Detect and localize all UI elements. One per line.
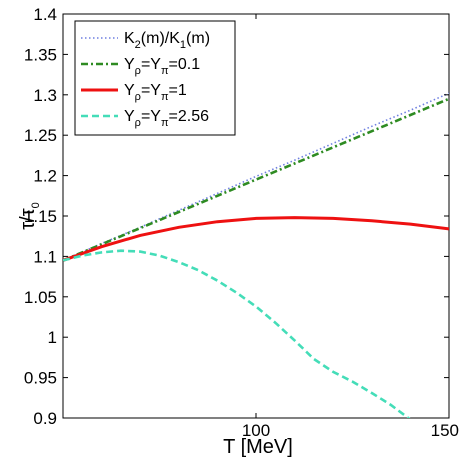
- y-tick-label: 1.15: [24, 207, 57, 226]
- series-line-4: [63, 249, 411, 418]
- series-line-2: [63, 97, 449, 262]
- legend-label-2: Υρ=Υπ=0.1: [124, 56, 200, 77]
- y-tick-label: 1.1: [33, 247, 57, 266]
- y-axis-label: τ/τ0: [17, 202, 42, 229]
- series-line-3: [63, 216, 449, 262]
- plot-area: 0.9 0.95 1 1.05 1.1 1.15 1.2 1.25 1.3 1.35 1.4 100 1…: [24, 5, 459, 440]
- y-tick-label: 1.35: [24, 45, 57, 64]
- legend-label-4: Υρ=Υπ=2.56: [124, 108, 209, 129]
- y-tick-label: 0.95: [24, 369, 57, 388]
- y-tick-label: 1.3: [33, 86, 57, 105]
- legend: K2(m)/K1(m) Υρ=Υπ=0.1 Υρ=Υπ=1 Υρ=Υπ=2.56: [74, 20, 236, 136]
- legend-label-1: K2(m)/K1(m): [124, 30, 210, 51]
- x-axis-label: T [MeV]: [223, 436, 293, 458]
- y-tick-label: 1: [48, 328, 57, 347]
- y-tick-label: 1.25: [24, 126, 57, 145]
- y-tick-label: 1.05: [24, 288, 57, 307]
- y-tick-label: 1.2: [33, 167, 57, 186]
- x-tick-label: 100: [242, 421, 270, 440]
- ticks-layer: 0.9 0.95 1 1.05 1.1 1.15 1.2 1.25 1.3 1.35 1.4 100 1…: [24, 5, 459, 440]
- legend-label-3: Υρ=Υπ=1: [124, 82, 187, 103]
- y-tick-label: 0.9: [33, 409, 57, 428]
- x-tick-label: 150: [431, 421, 459, 440]
- series-layer: [63, 92, 449, 418]
- legend-box: [74, 20, 236, 136]
- y-tick-label: 1.4: [33, 5, 57, 24]
